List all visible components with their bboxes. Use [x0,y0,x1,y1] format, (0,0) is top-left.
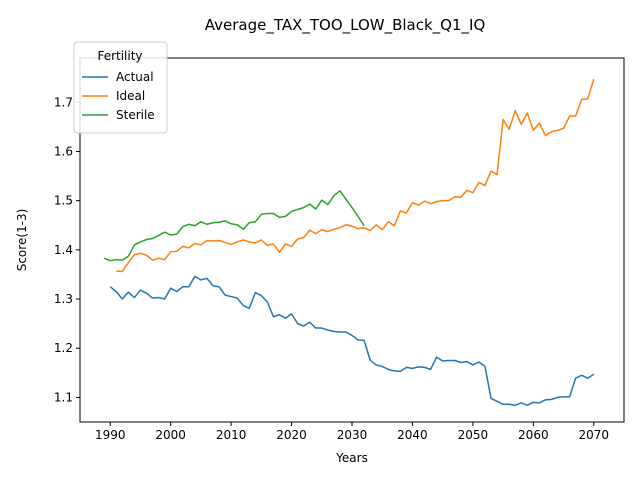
plot-area [103,78,595,407]
y-tick-label: 1.1 [54,390,73,404]
series-line-ideal [116,78,595,273]
legend-label-ideal: Ideal [116,89,145,103]
x-tick-label: 2050 [458,428,489,442]
legend-box [73,41,168,134]
legend-label-sterile: Sterile [116,108,155,122]
series-line-sterile [103,190,365,262]
x-tick-label: 2010 [216,428,247,442]
y-axis: 1.1 1.2 1.3 1.4 1.5 1.6 1.7 [54,95,80,404]
x-tick-label: 2000 [155,428,186,442]
y-tick-label: 1.4 [54,243,73,257]
legend-title: Fertility [97,49,142,63]
series-line-actual [109,275,595,407]
x-tick-label: 2070 [579,428,610,442]
x-axis-label: Years [335,451,368,465]
y-tick-label: 1.3 [54,292,73,306]
y-tick-label: 1.6 [54,144,73,158]
y-tick-label: 1.7 [54,95,73,109]
chart-title: Average_TAX_TOO_LOW_Black_Q1_IQ [205,16,486,35]
x-tick-label: 2020 [276,428,307,442]
y-tick-label: 1.5 [54,194,73,208]
x-axis: 1990 2000 2010 2020 2030 2040 2050 2060 2070 [95,422,609,442]
x-tick-label: 2060 [518,428,549,442]
legend-label-actual: Actual [116,70,154,84]
y-axis-label: Score(1-3) [15,209,29,272]
x-tick-label: 1990 [95,428,126,442]
x-tick-label: 2030 [337,428,368,442]
legend: Fertility Actual Ideal Sterile [73,41,168,134]
y-tick-label: 1.2 [54,341,73,355]
x-tick-label: 2040 [397,428,428,442]
